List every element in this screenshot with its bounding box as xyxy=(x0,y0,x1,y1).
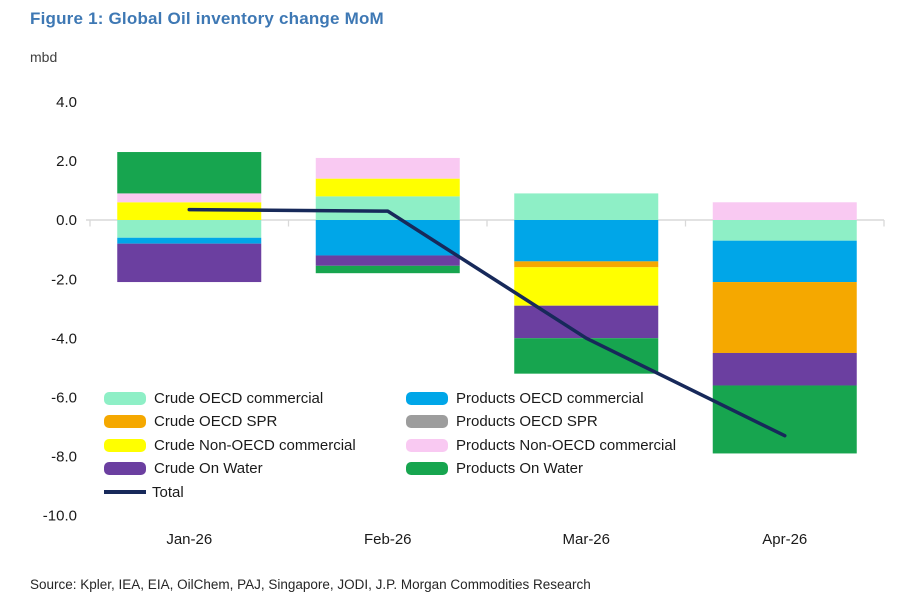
y-tick-label: -8.0 xyxy=(51,449,77,466)
bar-segment xyxy=(117,152,262,194)
bar-segment xyxy=(315,220,460,256)
figure-title: Figure 1: Global Oil inventory change Mo… xyxy=(30,9,384,28)
total-line xyxy=(187,207,787,438)
x-category-label: Apr-26 xyxy=(762,531,807,548)
y-tick-label: 0.0 xyxy=(56,212,77,229)
bar-segment xyxy=(712,352,857,386)
bar-segment xyxy=(117,193,262,203)
bar-segment xyxy=(117,243,262,283)
bar-segment xyxy=(514,267,659,306)
x-category-label: Jan-26 xyxy=(166,531,212,548)
bar-segment xyxy=(712,202,857,220)
bar-segment xyxy=(712,220,857,241)
y-axis-units-label: mbd xyxy=(30,49,58,65)
bar-segment xyxy=(712,282,857,353)
bar-segment xyxy=(514,261,659,268)
bar-segment xyxy=(315,265,460,274)
source-text: Source: Kpler, IEA, EIA, OilChem, PAJ, S… xyxy=(30,577,591,592)
bar-segment xyxy=(315,255,460,266)
y-tick-label: 4.0 xyxy=(56,94,77,111)
bar-segment xyxy=(514,338,659,374)
y-tick-label: -6.0 xyxy=(51,390,77,407)
bar-segment xyxy=(117,220,262,238)
y-tick-label: -4.0 xyxy=(51,330,77,347)
bar-segment xyxy=(712,240,857,283)
bar-segment xyxy=(315,157,460,179)
bar-segment xyxy=(315,196,460,220)
y-tick-label: -10.0 xyxy=(43,508,77,525)
bar-segment xyxy=(514,305,659,339)
x-category-label: Feb-26 xyxy=(364,531,412,548)
bar-segment xyxy=(514,220,659,262)
bar-segment xyxy=(117,237,262,244)
bar-segment xyxy=(315,178,460,197)
bar-segment xyxy=(712,385,857,454)
x-category-label: Mar-26 xyxy=(562,531,610,548)
bar-segment xyxy=(514,193,659,220)
y-tick-label: 2.0 xyxy=(56,153,77,170)
y-tick-label: -2.0 xyxy=(51,271,77,288)
